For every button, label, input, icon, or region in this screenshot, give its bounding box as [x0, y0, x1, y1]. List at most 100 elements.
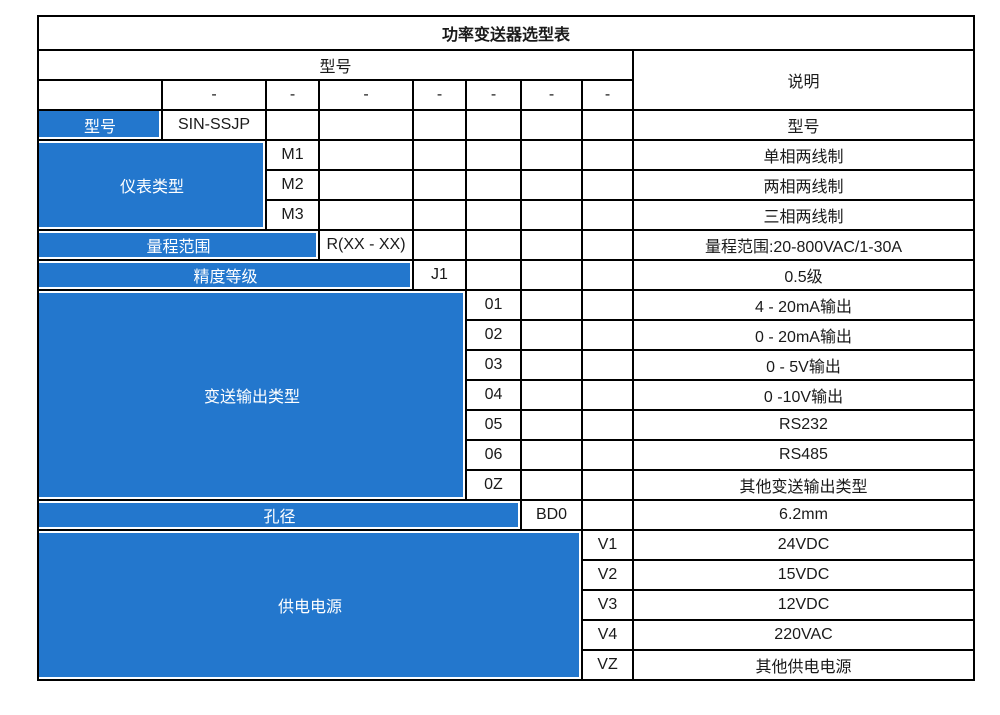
code-01: 01	[465, 289, 522, 321]
code-bd0: BD0	[520, 499, 583, 531]
empty-cell	[412, 139, 467, 171]
code-v1: V1	[581, 529, 634, 561]
desc-cell: 量程范围:20-800VAC/1-30A	[632, 229, 975, 261]
dash-cell: -	[265, 79, 320, 111]
desc-cell: 单相两线制	[632, 139, 975, 171]
empty-cell	[581, 469, 634, 501]
desc-cell: 4 - 20mA输出	[632, 289, 975, 321]
code-v2: V2	[581, 559, 634, 591]
section-label-accuracy: 精度等级	[37, 259, 414, 291]
empty-cell	[581, 379, 634, 411]
empty-cell	[520, 169, 583, 201]
code-m2: M2	[265, 169, 320, 201]
code-m1: M1	[265, 139, 320, 171]
code-04: 04	[465, 379, 522, 411]
code-05: 05	[465, 409, 522, 441]
model-number-header: 型号	[37, 49, 634, 81]
desc-cell: 0 -10V输出	[632, 379, 975, 411]
code-v4: V4	[581, 619, 634, 651]
desc-cell: 0 - 5V输出	[632, 349, 975, 381]
code-0z: 0Z	[465, 469, 522, 501]
section-label-power-supply: 供电电源	[37, 529, 583, 681]
code-range: R(XX - XX)	[318, 229, 414, 261]
empty-cell	[520, 229, 583, 261]
empty-cell	[412, 199, 467, 231]
empty-cell	[581, 349, 634, 381]
empty-cell	[581, 319, 634, 351]
empty-cell	[581, 109, 634, 141]
empty-cell	[412, 169, 467, 201]
dash-cell: -	[161, 79, 267, 111]
desc-cell: RS232	[632, 409, 975, 441]
empty-cell	[581, 229, 634, 261]
empty-cell	[520, 319, 583, 351]
desc-cell: RS485	[632, 439, 975, 471]
desc-cell: 三相两线制	[632, 199, 975, 231]
desc-cell: 6.2mm	[632, 499, 975, 531]
empty-cell	[318, 139, 414, 171]
desc-cell: 0 - 20mA输出	[632, 319, 975, 351]
desc-cell: 两相两线制	[632, 169, 975, 201]
desc-cell: 其他变送输出类型	[632, 469, 975, 501]
empty-cell	[581, 409, 634, 441]
description-header: 说明	[632, 49, 975, 111]
empty-cell	[520, 379, 583, 411]
empty-cell	[520, 439, 583, 471]
section-label-range: 量程范围	[37, 229, 320, 261]
dash-cell: -	[412, 79, 467, 111]
section-label-output-type: 变送输出类型	[37, 289, 467, 501]
empty-cell	[318, 199, 414, 231]
selection-table: 功率变送器选型表 型号 说明 - - - - - - - 型号 SIN-SSJP	[37, 15, 975, 681]
empty-cell	[465, 109, 522, 141]
code-m3: M3	[265, 199, 320, 231]
section-label-instrument-type: 仪表类型	[37, 139, 267, 231]
empty-cell	[581, 499, 634, 531]
desc-cell: 220VAC	[632, 619, 975, 651]
empty-cell	[581, 259, 634, 291]
code-06: 06	[465, 439, 522, 471]
empty-cell	[581, 439, 634, 471]
empty-cell	[520, 199, 583, 231]
empty-cell	[465, 169, 522, 201]
code-v3: V3	[581, 589, 634, 621]
empty-cell	[581, 139, 634, 171]
empty-cell	[37, 79, 163, 111]
empty-cell	[520, 469, 583, 501]
empty-cell	[318, 169, 414, 201]
desc-cell: 24VDC	[632, 529, 975, 561]
section-label-model: 型号	[37, 109, 163, 141]
code-vz: VZ	[581, 649, 634, 681]
empty-cell	[465, 199, 522, 231]
code-j1: J1	[412, 259, 467, 291]
empty-cell	[318, 109, 414, 141]
desc-cell: 型号	[632, 109, 975, 141]
empty-cell	[520, 289, 583, 321]
empty-cell	[520, 109, 583, 141]
empty-cell	[520, 139, 583, 171]
code-sin-ssjp: SIN-SSJP	[161, 109, 267, 141]
empty-cell	[581, 289, 634, 321]
dash-cell: -	[465, 79, 522, 111]
empty-cell	[581, 199, 634, 231]
desc-cell: 12VDC	[632, 589, 975, 621]
dash-cell: -	[520, 79, 583, 111]
desc-cell: 其他供电电源	[632, 649, 975, 681]
desc-cell: 15VDC	[632, 559, 975, 591]
empty-cell	[465, 259, 522, 291]
empty-cell	[581, 169, 634, 201]
empty-cell	[465, 139, 522, 171]
empty-cell	[265, 109, 320, 141]
empty-cell	[520, 259, 583, 291]
dash-cell: -	[581, 79, 634, 111]
empty-cell	[412, 109, 467, 141]
empty-cell	[520, 409, 583, 441]
section-label-aperture: 孔径	[37, 499, 522, 531]
desc-cell: 0.5级	[632, 259, 975, 291]
table-title: 功率变送器选型表	[37, 15, 975, 51]
empty-cell	[412, 229, 467, 261]
code-02: 02	[465, 319, 522, 351]
empty-cell	[465, 229, 522, 261]
code-03: 03	[465, 349, 522, 381]
dash-cell: -	[318, 79, 414, 111]
